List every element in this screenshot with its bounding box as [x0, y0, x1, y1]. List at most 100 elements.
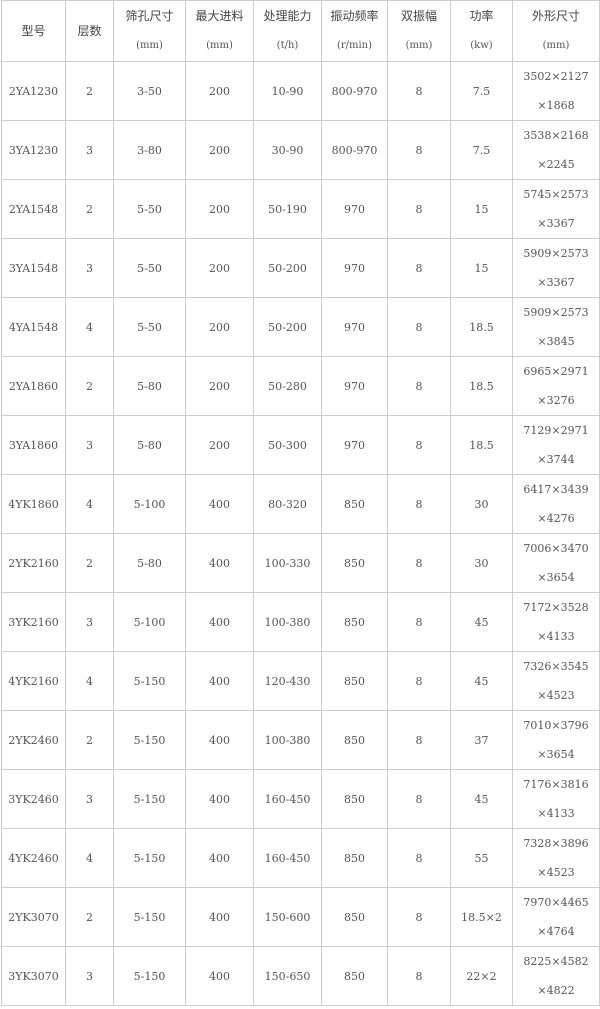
cell-capacity: 10-90: [253, 61, 322, 121]
table-row: 4YK2160 4 5-150 400 120-430 850 8 45 7326×3545 ×4…: [1, 651, 600, 711]
cell-model: 2YK2460: [1, 710, 66, 770]
cell-layers: 2: [65, 710, 114, 770]
cell-frequency: 800-970: [321, 61, 388, 121]
dimension-line: ×4822: [537, 984, 575, 997]
cell-model: 4YA1548: [1, 297, 66, 357]
header-dimensions: 外形尺寸 (mm): [512, 0, 600, 62]
cell-layers: 3: [65, 120, 114, 180]
cell-layers: 3: [65, 769, 114, 829]
table-row: 4YA1548 4 5-50 200 50-200 970 8 18.5 5909×2573 ×3…: [1, 297, 600, 357]
cell-capacity: 160-450: [253, 828, 322, 888]
cell-mesh-size: 5-100: [113, 474, 186, 534]
cell-dimensions: 5745×2573 ×3367: [512, 179, 600, 239]
cell-layers: 3: [65, 592, 114, 652]
cell-layers: 2: [65, 356, 114, 416]
dimension-line: 6965×2971: [523, 365, 589, 378]
cell-capacity: 100-380: [253, 710, 322, 770]
header-capacity: 处理能力 (t/h): [253, 0, 322, 62]
cell-capacity: 160-450: [253, 769, 322, 829]
cell-dimensions: 6417×3439 ×4276: [512, 474, 600, 534]
cell-capacity: 120-430: [253, 651, 322, 711]
dimension-line: ×1868: [537, 99, 575, 112]
cell-amplitude: 8: [387, 61, 451, 121]
cell-power: 30: [450, 474, 513, 534]
cell-model: 2YA1860: [1, 356, 66, 416]
header-unit: (t/h): [276, 40, 299, 51]
cell-amplitude: 8: [387, 710, 451, 770]
cell-frequency: 970: [321, 297, 388, 357]
cell-capacity: 50-190: [253, 179, 322, 239]
dimension-line: 7970×4465: [523, 896, 589, 909]
cell-max-feed: 200: [185, 238, 254, 298]
dimension-line: ×4276: [537, 512, 575, 525]
header-label: 振动频率: [330, 9, 379, 23]
header-label: 型号: [21, 23, 46, 38]
cell-mesh-size: 5-50: [113, 179, 186, 239]
cell-mesh-size: 5-150: [113, 887, 186, 947]
cell-mesh-size: 5-80: [113, 415, 186, 475]
table-row: 4YK2460 4 5-150 400 160-450 850 8 55 7328×3896 ×4…: [1, 828, 600, 888]
cell-mesh-size: 5-50: [113, 238, 186, 298]
header-amplitude: 双振幅 (mm): [387, 0, 451, 62]
cell-frequency: 800-970: [321, 120, 388, 180]
cell-amplitude: 8: [387, 356, 451, 416]
cell-capacity: 50-300: [253, 415, 322, 475]
table-row: 3YA1230 3 3-80 200 30-90 800-970 8 7.5 3538×2168…: [1, 120, 600, 180]
header-max-feed: 最大进料 (mm): [185, 0, 254, 62]
dimension-line: ×3367: [537, 217, 575, 230]
table-row: 2YA1860 2 5-80 200 50-280 970 8 18.5 6965×2971 ×3…: [1, 356, 600, 416]
cell-capacity: 150-600: [253, 887, 322, 947]
header-unit: (r/min): [336, 40, 373, 51]
cell-amplitude: 8: [387, 592, 451, 652]
header-layers: 层数: [65, 0, 114, 62]
cell-amplitude: 8: [387, 238, 451, 298]
cell-model: 2YA1230: [1, 61, 66, 121]
cell-frequency: 850: [321, 828, 388, 888]
cell-power: 37: [450, 710, 513, 770]
cell-dimensions: 5909×2573 ×3367: [512, 238, 600, 298]
cell-dimensions: 7326×3545 ×4523: [512, 651, 600, 711]
cell-capacity: 100-330: [253, 533, 322, 593]
table-row: 3YA1860 3 5-80 200 50-300 970 8 18.5 7129×2971 ×3…: [1, 415, 600, 475]
dimension-line: 6417×3439: [523, 483, 589, 496]
cell-model: 4YK1860: [1, 474, 66, 534]
dimension-line: 7328×3896: [523, 837, 589, 850]
cell-power: 45: [450, 769, 513, 829]
header-model: 型号: [1, 0, 66, 62]
cell-model: 3YK2460: [1, 769, 66, 829]
cell-max-feed: 200: [185, 179, 254, 239]
cell-frequency: 850: [321, 887, 388, 947]
cell-amplitude: 8: [387, 297, 451, 357]
cell-layers: 4: [65, 297, 114, 357]
cell-power: 7.5: [450, 61, 513, 121]
cell-frequency: 850: [321, 533, 388, 593]
header-unit: (mm): [405, 40, 433, 51]
cell-max-feed: 400: [185, 887, 254, 947]
header-unit: (kw): [470, 40, 493, 51]
cell-max-feed: 200: [185, 120, 254, 180]
cell-frequency: 850: [321, 710, 388, 770]
cell-max-feed: 400: [185, 474, 254, 534]
cell-model: 3YK3070: [1, 946, 66, 1006]
cell-amplitude: 8: [387, 887, 451, 947]
cell-model: 2YK3070: [1, 887, 66, 947]
cell-amplitude: 8: [387, 946, 451, 1006]
dimension-line: ×4523: [537, 689, 575, 702]
cell-power: 55: [450, 828, 513, 888]
cell-capacity: 50-280: [253, 356, 322, 416]
cell-mesh-size: 5-150: [113, 769, 186, 829]
cell-max-feed: 200: [185, 356, 254, 416]
cell-mesh-size: 5-80: [113, 533, 186, 593]
dimension-line: 5745×2573: [523, 188, 589, 201]
dimension-line: 7006×3470: [523, 542, 589, 555]
cell-capacity: 30-90: [253, 120, 322, 180]
cell-dimensions: 8225×4582 ×4822: [512, 946, 600, 1006]
header-row: 型号 层数 筛孔尺寸 (mm) 最大进料 (mm) 处理能力 (t/h) 振动频率 (r/min)…: [1, 0, 600, 62]
cell-power: 18.5: [450, 356, 513, 416]
cell-mesh-size: 3-80: [113, 120, 186, 180]
cell-max-feed: 400: [185, 592, 254, 652]
cell-frequency: 850: [321, 946, 388, 1006]
cell-amplitude: 8: [387, 828, 451, 888]
cell-layers: 2: [65, 179, 114, 239]
cell-model: 4YK2160: [1, 651, 66, 711]
